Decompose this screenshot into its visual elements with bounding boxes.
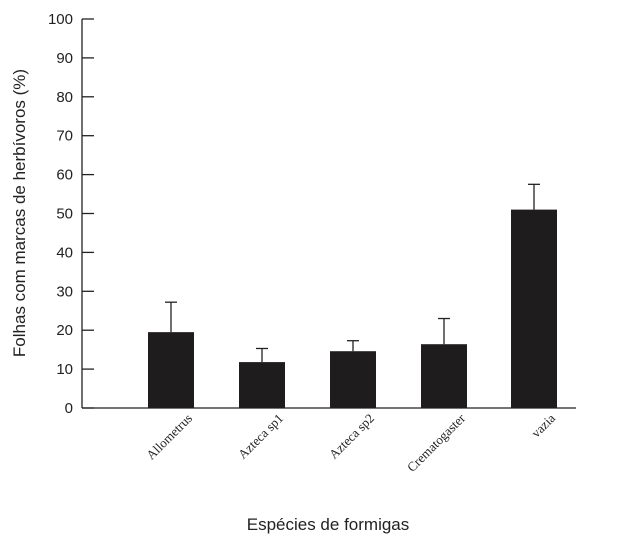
bar-vazia (511, 209, 557, 408)
bar-allometrus (148, 332, 194, 408)
category-label: Azteca sp2 (326, 411, 377, 462)
y-tick-label: 0 (65, 400, 73, 417)
y-tick-label: 50 (56, 206, 73, 223)
y-tick-label: 10 (56, 361, 73, 378)
bar-crematogaster (421, 344, 467, 408)
y-axis: 0 10 20 30 40 50 60 70 80 90 100 (48, 11, 94, 417)
bar-azteca-sp1 (239, 362, 285, 408)
y-tick-label: 30 (56, 283, 73, 300)
bar-azteca-sp2 (330, 351, 376, 408)
y-tick-label: 20 (56, 322, 73, 339)
bars-group (148, 209, 557, 408)
category-label: Allometrus (143, 411, 195, 463)
y-tick-label: 60 (56, 167, 73, 184)
y-axis-title: Folhas com marcas de herbívoros (%) (10, 69, 29, 357)
category-labels: Allometrus Azteca sp1 Azteca sp2 Crematogas… (143, 410, 558, 475)
y-tick-label: 80 (56, 89, 73, 106)
y-tick-label: 100 (48, 11, 73, 28)
error-bars-group (165, 183, 540, 363)
y-tick-label: 40 (56, 244, 73, 261)
category-label: Crematogaster (404, 410, 469, 475)
category-label: Azteca sp1 (235, 411, 286, 462)
y-tick-label: 70 (56, 128, 73, 145)
y-tick-label: 90 (56, 50, 73, 67)
x-axis-title: Espécies de formigas (247, 515, 410, 534)
category-label: vazia (528, 410, 558, 440)
